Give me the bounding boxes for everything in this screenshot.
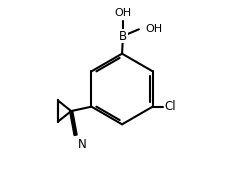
Text: OH: OH — [144, 24, 161, 34]
Text: B: B — [118, 30, 126, 43]
Text: N: N — [77, 138, 86, 151]
Text: Cl: Cl — [164, 100, 175, 113]
Text: OH: OH — [114, 8, 131, 18]
